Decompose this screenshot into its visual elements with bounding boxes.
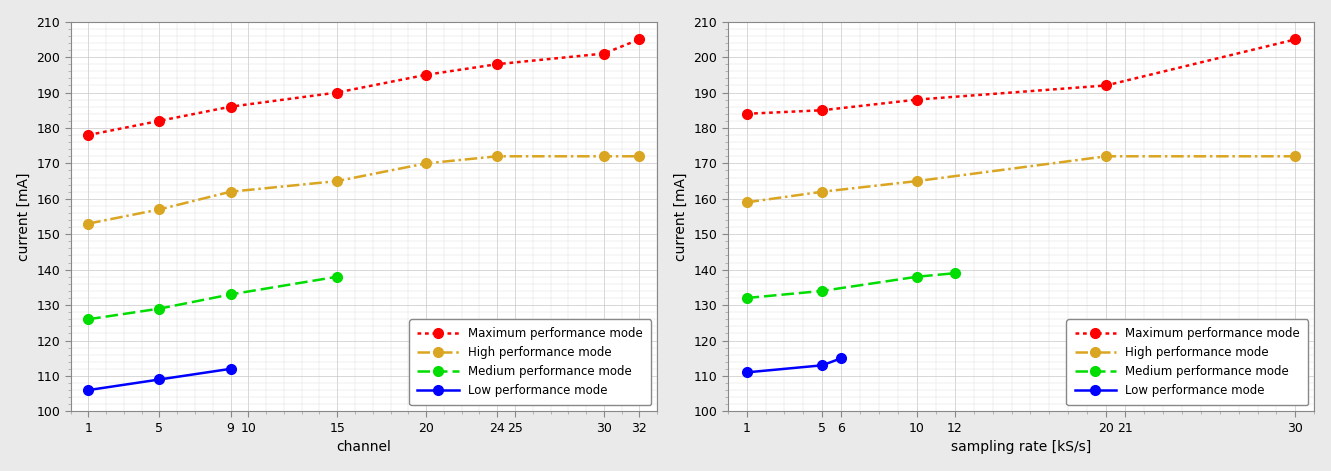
- Medium performance mode: [946, 270, 962, 276]
- Maximum performance mode: [418, 72, 434, 78]
- Low performance mode: [222, 366, 238, 372]
- High performance mode: [815, 189, 831, 195]
- High performance mode: [1098, 154, 1114, 159]
- Line: Maximum performance mode: Maximum performance mode: [84, 34, 644, 140]
- High performance mode: [152, 207, 168, 212]
- Maximum performance mode: [631, 37, 647, 42]
- High performance mode: [596, 154, 612, 159]
- Maximum performance mode: [490, 61, 506, 67]
- Low performance mode: [80, 387, 96, 393]
- Maximum performance mode: [80, 132, 96, 138]
- Low performance mode: [815, 363, 831, 368]
- Low performance mode: [739, 370, 755, 375]
- Line: High performance mode: High performance mode: [84, 152, 644, 228]
- Medium performance mode: [815, 288, 831, 294]
- Legend: Maximum performance mode, High performance mode, Medium performance mode, Low pe: Maximum performance mode, High performan…: [1066, 319, 1308, 406]
- Maximum performance mode: [329, 89, 345, 95]
- High performance mode: [329, 178, 345, 184]
- Line: Medium performance mode: Medium performance mode: [741, 268, 960, 303]
- High performance mode: [631, 154, 647, 159]
- Legend: Maximum performance mode, High performance mode, Medium performance mode, Low pe: Maximum performance mode, High performan…: [409, 319, 651, 406]
- Maximum performance mode: [739, 111, 755, 117]
- Medium performance mode: [222, 292, 238, 297]
- High performance mode: [490, 154, 506, 159]
- Maximum performance mode: [596, 51, 612, 57]
- Y-axis label: current [mA]: current [mA]: [673, 172, 688, 261]
- X-axis label: sampling rate [kS/s]: sampling rate [kS/s]: [950, 440, 1091, 455]
- Maximum performance mode: [152, 118, 168, 124]
- High performance mode: [909, 178, 925, 184]
- X-axis label: channel: channel: [337, 440, 391, 455]
- High performance mode: [80, 221, 96, 227]
- Low performance mode: [833, 356, 849, 361]
- Maximum performance mode: [1098, 82, 1114, 88]
- Line: Low performance mode: Low performance mode: [84, 364, 236, 395]
- Maximum performance mode: [909, 97, 925, 102]
- Line: Maximum performance mode: Maximum performance mode: [741, 34, 1300, 119]
- Medium performance mode: [909, 274, 925, 280]
- Medium performance mode: [739, 295, 755, 301]
- Line: Low performance mode: Low performance mode: [741, 353, 847, 377]
- High performance mode: [222, 189, 238, 195]
- Line: High performance mode: High performance mode: [741, 152, 1300, 207]
- High performance mode: [1287, 154, 1303, 159]
- Medium performance mode: [329, 274, 345, 280]
- Maximum performance mode: [222, 104, 238, 110]
- Medium performance mode: [152, 306, 168, 311]
- Maximum performance mode: [815, 107, 831, 113]
- Maximum performance mode: [1287, 37, 1303, 42]
- Line: Medium performance mode: Medium performance mode: [84, 272, 342, 324]
- High performance mode: [418, 161, 434, 166]
- High performance mode: [739, 200, 755, 205]
- Low performance mode: [152, 377, 168, 382]
- Medium performance mode: [80, 317, 96, 322]
- Y-axis label: current [mA]: current [mA]: [17, 172, 31, 261]
